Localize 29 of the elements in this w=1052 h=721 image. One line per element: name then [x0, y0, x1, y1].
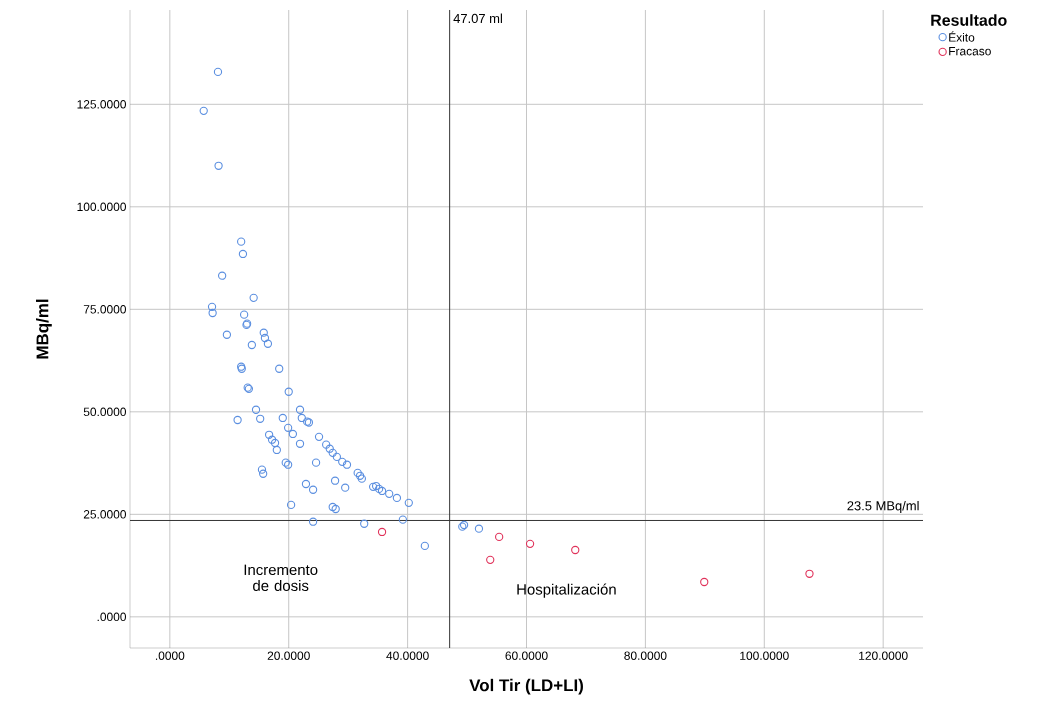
- point: [805, 569, 814, 578]
- x-tick-label: 40.0000: [386, 651, 429, 660]
- legend-title: Resultado: [931, 14, 1007, 26]
- x-tick-label: 120.0000: [859, 651, 908, 660]
- x-tick-label: 60.0000: [505, 651, 548, 660]
- annotation: Incremento de dosis: [244, 564, 318, 591]
- y-tick-label: 50.0000: [83, 407, 127, 417]
- legend-label: Éxito: [949, 31, 975, 42]
- point: [700, 577, 709, 587]
- x-tick-label: .0000: [155, 651, 185, 660]
- point: [571, 545, 580, 555]
- y-tick-label: 75.0000: [83, 305, 127, 314]
- point: [377, 527, 387, 537]
- y-axis-title: MBq/ml: [36, 299, 52, 359]
- point: [525, 539, 535, 548]
- x-tick-label: 80.0000: [624, 651, 667, 660]
- annotation: Hospitalización: [517, 583, 616, 598]
- x-tick-label: 100.0000: [740, 651, 789, 660]
- ref-line-label: 23.5 MBq/ml: [847, 500, 919, 513]
- x-axis-title: Vol Tir (LD+LI): [469, 678, 583, 695]
- y-tick-label: 100.0000: [77, 202, 127, 212]
- y-tick-label: 125.0000: [77, 100, 127, 109]
- point: [486, 555, 495, 564]
- x-tick-label: 20.0000: [267, 651, 310, 660]
- point: [495, 532, 504, 542]
- ref-line-label: 47.07 ml: [453, 13, 502, 24]
- legend-label: Fracaso: [949, 47, 991, 56]
- y-tick-label: .0000: [97, 612, 127, 622]
- y-tick-label: 25.0000: [83, 510, 127, 519]
